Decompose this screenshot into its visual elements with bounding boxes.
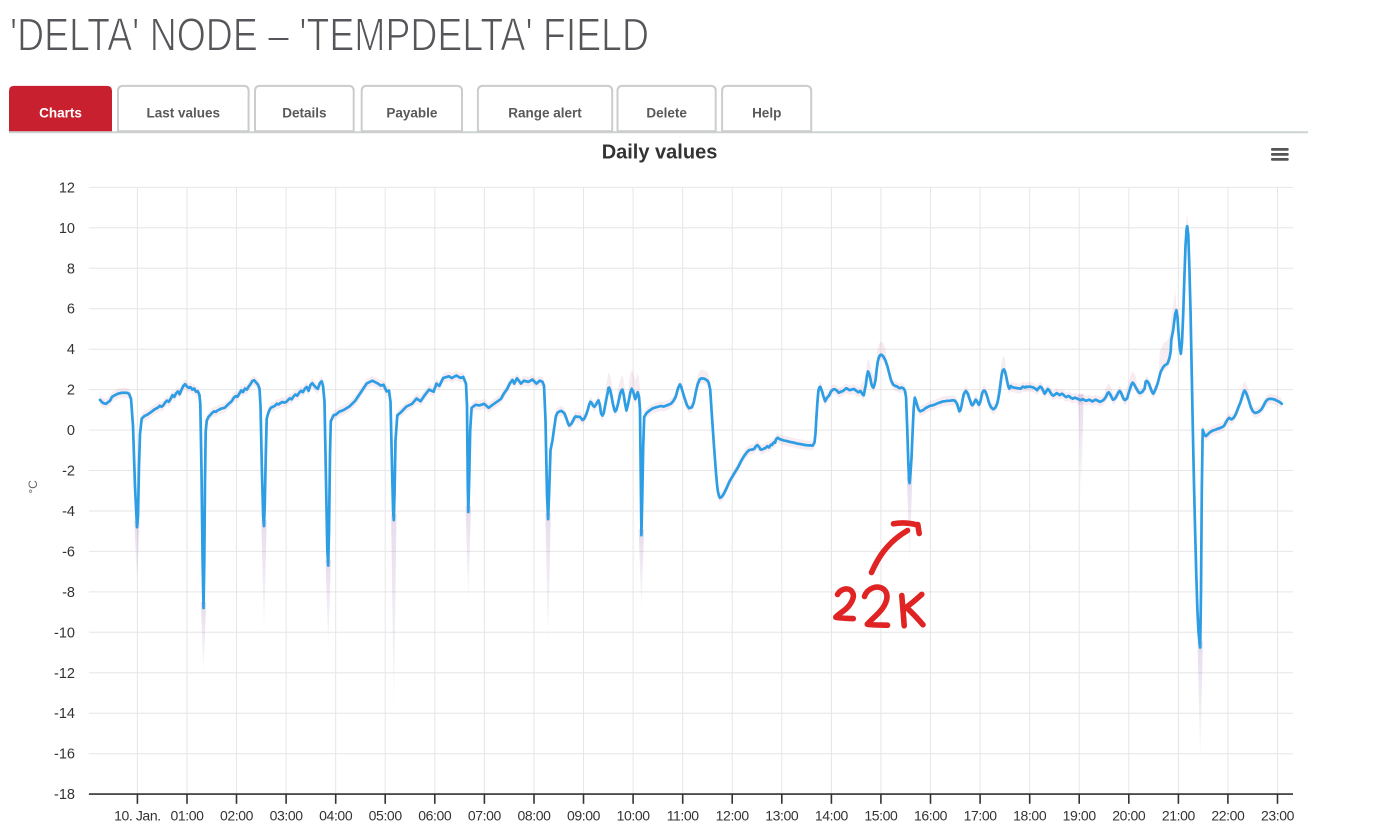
svg-text:Payable: Payable <box>386 106 438 121</box>
svg-text:0: 0 <box>67 423 75 439</box>
svg-text:21:00: 21:00 <box>1162 808 1196 824</box>
svg-text:12:00: 12:00 <box>716 808 750 824</box>
svg-text:-14: -14 <box>54 706 75 722</box>
svg-text:°C: °C <box>26 480 40 494</box>
svg-text:-18: -18 <box>54 787 75 803</box>
svg-text:06:00: 06:00 <box>418 808 452 824</box>
svg-text:Help: Help <box>752 106 781 121</box>
svg-text:02:00: 02:00 <box>220 808 254 824</box>
svg-text:10:00: 10:00 <box>617 808 651 824</box>
svg-text:05:00: 05:00 <box>369 808 403 824</box>
svg-text:19:00: 19:00 <box>1063 808 1097 824</box>
svg-text:Range alert: Range alert <box>508 106 582 121</box>
svg-text:6: 6 <box>67 302 75 318</box>
svg-text:20:00: 20:00 <box>1112 808 1146 824</box>
svg-text:10. Jan.: 10. Jan. <box>114 808 161 824</box>
svg-text:09:00: 09:00 <box>567 808 601 824</box>
svg-text:01:00: 01:00 <box>170 808 204 824</box>
svg-text:16:00: 16:00 <box>914 808 948 824</box>
svg-text:22:00: 22:00 <box>1211 808 1245 824</box>
svg-text:12: 12 <box>59 180 75 196</box>
svg-text:23:00: 23:00 <box>1261 808 1295 824</box>
svg-text:Charts: Charts <box>39 106 82 121</box>
svg-text:-2: -2 <box>62 464 75 480</box>
svg-text:07:00: 07:00 <box>468 808 502 824</box>
svg-text:Daily values: Daily values <box>602 142 718 164</box>
svg-text:03:00: 03:00 <box>270 808 304 824</box>
svg-text:Details: Details <box>282 106 326 121</box>
svg-text:04:00: 04:00 <box>319 808 353 824</box>
svg-text:-16: -16 <box>54 747 75 763</box>
svg-text:Last values: Last values <box>147 106 221 121</box>
svg-text:18:00: 18:00 <box>1013 808 1047 824</box>
svg-text:17:00: 17:00 <box>964 808 998 824</box>
svg-text:2: 2 <box>67 383 75 399</box>
svg-text:15:00: 15:00 <box>864 808 898 824</box>
svg-text:4: 4 <box>67 342 75 358</box>
svg-text:10: 10 <box>59 221 75 237</box>
svg-text:08:00: 08:00 <box>517 808 551 824</box>
svg-text:8: 8 <box>67 261 75 277</box>
svg-text:11:00: 11:00 <box>667 808 700 824</box>
svg-text:-10: -10 <box>54 625 75 641</box>
svg-text:-12: -12 <box>54 666 75 682</box>
svg-text:'DELTA' NODE – 'TEMPDELTA' FIE: 'DELTA' NODE – 'TEMPDELTA' FIELD <box>10 9 649 61</box>
svg-text:13:00: 13:00 <box>765 808 799 824</box>
svg-text:-8: -8 <box>62 585 75 601</box>
svg-text:-6: -6 <box>62 544 75 560</box>
svg-text:14:00: 14:00 <box>815 808 849 824</box>
svg-text:-4: -4 <box>62 504 75 520</box>
svg-text:Delete: Delete <box>646 106 687 121</box>
